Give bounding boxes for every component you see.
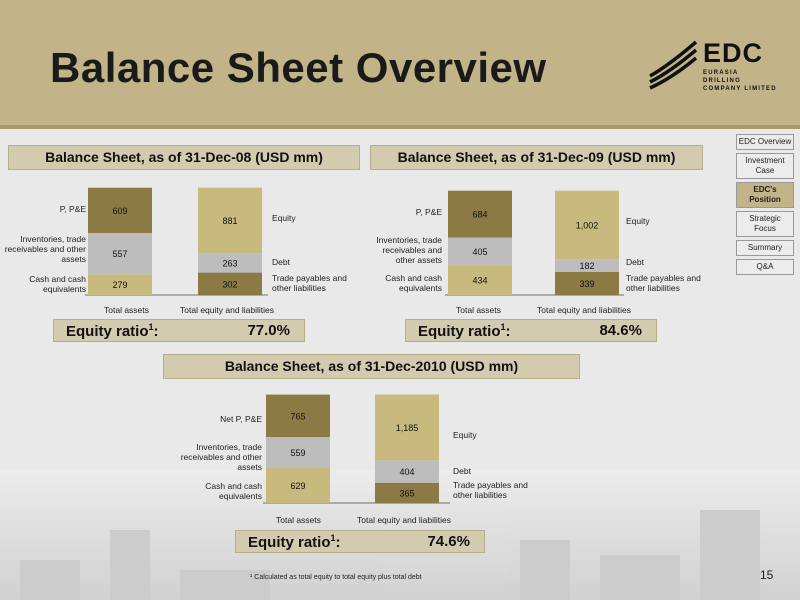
nav-item-qa[interactable]: Q&A (736, 259, 794, 275)
nav-item-strategic-focus[interactable]: Strategic Focus (736, 211, 794, 237)
balance-chart-2008: 279 557 609 302 263 881 P, P&E Inventories, t… (0, 180, 370, 320)
bar-value-label: 684 (472, 210, 487, 220)
bar-value-label: 1,002 (576, 220, 599, 230)
bar-segment-cash-and-cash-equivalents (266, 468, 330, 503)
stacked-bar-svg: 629 559 765 365 404 1,185 (263, 394, 450, 504)
bar-value-label: 609 (112, 206, 127, 216)
bar-segment-inventories-trade-receivables-and-other-assets (448, 237, 512, 266)
liab-label-payables: Trade payables and other liabilities (272, 273, 347, 293)
chart-title-2008: Balance Sheet, as of 31-Dec-08 (USD mm) (8, 145, 360, 170)
asset-label-inventories: Inventories, trade receivables and other… (4, 234, 86, 264)
bar-segment-cash-and-cash-equivalents (88, 274, 152, 295)
equity-ratio-2009: Equity ratio1: 84.6% (405, 319, 657, 342)
bar-segment-equity (198, 187, 262, 254)
equity-ratio-value: 77.0% (247, 322, 290, 339)
asset-label-cash: Cash and cash equivalents (205, 481, 262, 501)
nav-item-summary[interactable]: Summary (736, 240, 794, 256)
nav-item-edcs-position[interactable]: EDC's Position (736, 182, 794, 208)
nav-item-edc-overview[interactable]: EDC Overview (736, 134, 794, 150)
chart-title-2010: Balance Sheet, as of 31-Dec-2010 (USD mm… (163, 354, 580, 379)
bar-value-label: 765 (290, 411, 305, 421)
bar-segment-net-p-p-e (266, 394, 330, 438)
asset-label-inventories: Inventories, trade receivables and other… (376, 235, 442, 265)
axis-label-liabilities: Total equity and liabilities (357, 515, 452, 525)
bar-segment-trade-payables-and-other-liabilities (555, 271, 619, 295)
asset-label-cash: Cash and cash equivalents (29, 274, 86, 294)
bar-value-label: 263 (222, 258, 237, 268)
bar-value-label: 629 (290, 481, 305, 491)
asset-label-inventories: Inventories, trade receivables and other… (180, 442, 262, 472)
logo-subtitle: EURASIA DRILLING COMPANY LIMITED (703, 70, 777, 92)
bar-value-label: 182 (579, 261, 594, 271)
logo-name: EDC (703, 38, 764, 68)
bar-segment-debt (198, 253, 262, 273)
bar-segment-inventories-trade-receivables-and-other-assets (266, 437, 330, 469)
liab-label-payables: Trade payables and other liabilities (626, 273, 701, 293)
bar-segment-trade-payables-and-other-liabilities (198, 272, 262, 295)
asset-label-ppe: P, P&E (59, 204, 86, 214)
axis-label-assets: Total assets (104, 305, 149, 315)
equity-ratio-label: Equity ratio1: (248, 533, 341, 551)
liab-label-payables: Trade payables and other liabilities (453, 480, 528, 500)
footnote: ¹ Calculated as total equity to total eq… (250, 574, 422, 581)
header-divider (0, 125, 800, 129)
liab-label-equity: Equity (453, 430, 477, 440)
bar-segment-inventories-trade-receivables-and-other-assets (88, 232, 152, 275)
equity-ratio-value: 84.6% (599, 322, 642, 339)
bar-segment-p-p-e (448, 190, 512, 238)
bar-value-label: 365 (399, 488, 414, 498)
edc-swoosh-icon (649, 40, 698, 90)
bar-value-label: 881 (222, 216, 237, 226)
liab-label-equity: Equity (272, 213, 296, 223)
balance-chart-2009: 434 405 684 339 182 1,002 P, P&E Inventories,… (362, 180, 732, 320)
equity-ratio-value: 74.6% (427, 533, 470, 550)
asset-label-ppe: Net P, P&E (220, 414, 262, 424)
bar-value-label: 557 (112, 249, 127, 259)
bar-value-label: 302 (222, 279, 237, 289)
bar-value-label: 1,185 (396, 423, 419, 433)
balance-chart-2010: 629 559 765 365 404 1,185 Net P, P&E Inventor… (180, 390, 550, 530)
bar-value-label: 339 (579, 279, 594, 289)
asset-label-cash: Cash and cash equivalents (385, 273, 442, 293)
header-banner (0, 0, 800, 125)
equity-ratio-label: Equity ratio1: (66, 322, 159, 340)
stacked-bar-svg: 434 405 684 339 182 1,002 (445, 190, 624, 296)
bar-segment-equity (375, 394, 439, 461)
bar-value-label: 279 (112, 280, 127, 290)
stacked-bar-svg: 279 557 609 302 263 881 (85, 187, 268, 296)
bar-value-label: 404 (399, 467, 414, 477)
axis-label-liabilities: Total equity and liabilities (537, 305, 632, 315)
equity-ratio-2010: Equity ratio1: 74.6% (235, 530, 485, 553)
liab-label-debt: Debt (272, 257, 290, 267)
axis-label-assets: Total assets (456, 305, 501, 315)
bar-segment-trade-payables-and-other-liabilities (375, 482, 439, 503)
equity-ratio-label: Equity ratio1: (418, 322, 511, 340)
bar-segment-debt (375, 460, 439, 483)
bar-segment-cash-and-cash-equivalents (448, 265, 512, 295)
axis-label-liabilities: Total equity and liabilities (180, 305, 275, 315)
section-nav: EDC Overview Investment Case EDC's Posit… (736, 134, 794, 278)
page-number: 15 (760, 568, 774, 582)
page-title: Balance Sheet Overview (50, 44, 547, 91)
bar-segment-debt (555, 259, 619, 272)
equity-ratio-2008: Equity ratio1: 77.0% (53, 319, 305, 342)
nav-item-investment-case[interactable]: Investment Case (736, 153, 794, 179)
asset-label-ppe: P, P&E (415, 207, 442, 217)
axis-label-assets: Total assets (276, 515, 321, 525)
edc-logo: EDC EURASIA DRILLING COMPANY LIMITED (648, 36, 778, 96)
bar-value-label: 559 (290, 448, 305, 458)
bar-value-label: 405 (472, 247, 487, 257)
liab-label-debt: Debt (626, 257, 644, 267)
bar-segment-p-p-e (88, 187, 152, 233)
liab-label-debt: Debt (453, 466, 471, 476)
liab-label-equity: Equity (626, 216, 650, 226)
bar-value-label: 434 (472, 276, 487, 286)
chart-title-2009: Balance Sheet, as of 31-Dec-09 (USD mm) (370, 145, 703, 170)
bar-segment-equity (555, 190, 619, 260)
